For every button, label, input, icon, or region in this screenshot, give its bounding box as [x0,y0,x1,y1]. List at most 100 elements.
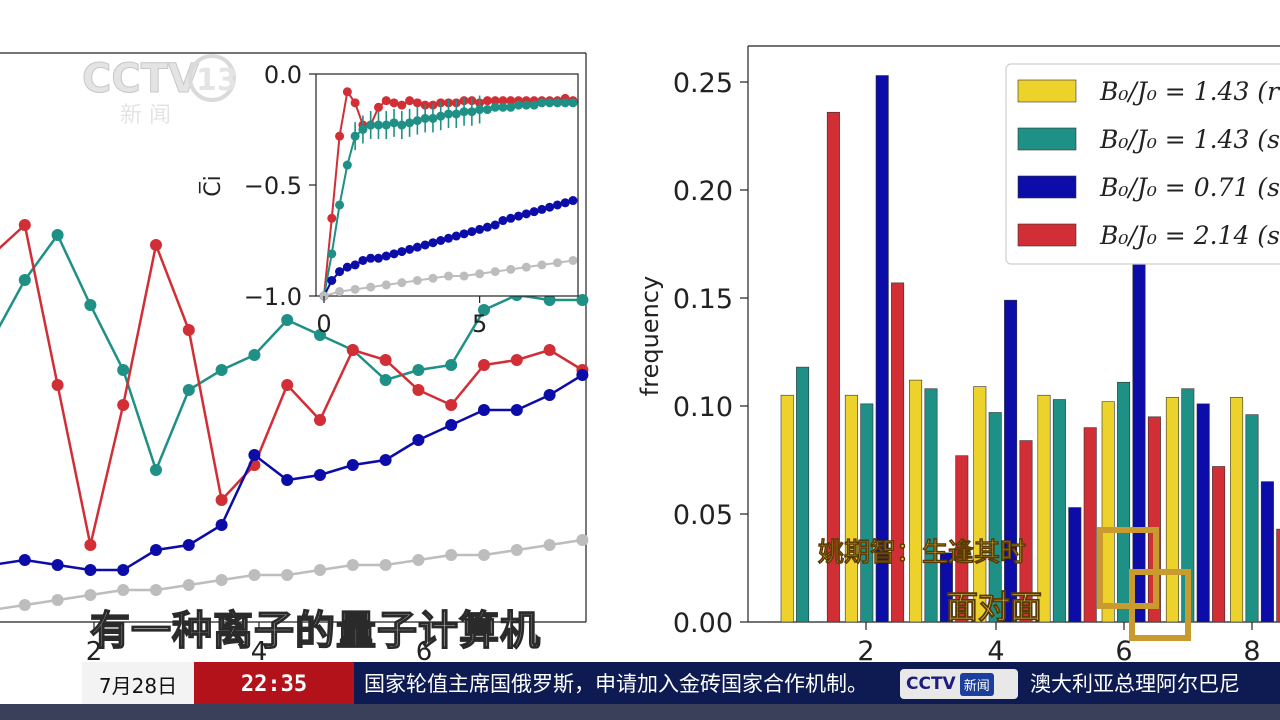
data-point-blue [445,419,458,431]
bar-teal [860,403,874,623]
data-point-teal [215,364,228,376]
bar-yellow [1165,397,1179,623]
data-point-teal [84,299,97,311]
data-point-red [314,414,326,426]
data-point-gray [412,554,425,566]
data-point-red [445,399,458,411]
inset-point-teal [342,160,352,170]
inset-point-gray [381,280,391,290]
bar-y-tick-label: 0.05 [673,500,733,531]
bar-yellow [844,394,858,623]
inset-point-teal [498,102,508,112]
inset-point-red [506,96,516,106]
legend-swatch-red [1017,223,1077,247]
data-point-blue [182,539,195,551]
data-point-teal [150,464,162,476]
inset-point-teal [537,98,547,108]
bar-teal [1117,381,1131,623]
data-point-teal [576,294,589,306]
inset-point-teal [529,100,539,110]
data-point-teal [314,329,326,341]
data-point-blue [248,449,261,461]
inset-point-blue [366,253,376,263]
legend-label: B₀/J₀ = 1.43 (sa [1099,125,1280,154]
data-point-red [379,354,392,366]
data-point-red [18,219,31,231]
bar-teal [924,388,938,623]
inset-point-red [412,98,422,108]
inset-point-blue [459,229,469,239]
data-point-gray [576,534,589,546]
inset-point-gray [366,282,376,292]
inset-point-gray [335,287,345,297]
inset-point-blue [498,216,508,226]
bar-teal [796,366,810,623]
data-point-blue [51,559,64,571]
bar-yellow [1037,394,1051,623]
inset-point-red [327,213,337,223]
data-point-gray [379,559,392,571]
data-point-blue [18,554,31,566]
inset-point-red [498,96,508,106]
inset-point-teal [514,100,524,110]
inset-point-gray [568,255,578,265]
inset-y-tick-label: −0.5 [244,172,302,200]
data-point-red [51,379,64,391]
data-point-gray [510,544,523,556]
inset-point-blue [335,267,345,277]
bar-red [1212,466,1226,623]
inset-point-blue [552,200,562,210]
bar-yellow [909,379,923,623]
legend-swatch-blue [1017,175,1077,199]
inset-y-tick-label: 0.0 [264,61,302,89]
inset-point-blue [405,244,415,254]
data-point-teal [445,359,458,371]
inset-point-blue [444,233,453,243]
inset-point-blue [436,236,446,245]
bar-x-tick-label: 6 [1115,636,1132,667]
data-point-blue [412,434,425,446]
ticker-next-headline: 澳大利亚总理阿尔巴尼 [1030,672,1240,696]
bar-blue [1260,481,1274,623]
inset-point-gray [475,269,485,279]
inset-point-blue [482,222,492,232]
inset-point-blue [327,275,337,285]
inset-point-blue [545,202,555,212]
bar-red [955,455,969,623]
data-point-teal [51,229,64,241]
inset-point-blue [529,207,539,217]
bar-y-tick-label: 0.15 [673,284,733,315]
logo-brand: CCTV [82,56,199,102]
data-point-gray [18,599,31,611]
cctv-13-logo: CCTV 13 新 闻 [82,54,238,128]
data-point-red [412,384,425,396]
inset-x-tick-label: 5 [472,310,487,338]
data-point-red [510,354,523,366]
bar-red [826,111,840,623]
caption-subtitle: 有一种离子的量子计算机 [89,607,541,655]
bar-red [1276,528,1280,623]
data-point-gray [248,569,261,581]
data-point-blue [84,564,97,576]
data-point-blue [576,369,589,381]
inset-point-teal [327,249,337,259]
data-point-blue [281,474,294,486]
inset-point-red [389,98,399,108]
bar-y-tick-label: 0.00 [673,608,733,639]
inset-point-blue [397,247,407,257]
inset-point-gray [412,275,422,285]
data-point-gray [117,584,130,596]
inset-point-gray [506,264,516,274]
bar-teal [988,412,1002,623]
inset-point-red [482,96,492,106]
inset-point-blue [514,211,524,221]
inset-point-blue [358,255,368,265]
bar-x-tick-label: 8 [1243,636,1260,667]
inset-point-blue [451,231,461,241]
data-point-blue [117,564,130,576]
inset-point-gray [490,267,500,277]
data-point-red [84,539,97,551]
data-point-red [478,359,490,371]
program-title: 姚期智：生逢其时 [818,538,1027,569]
